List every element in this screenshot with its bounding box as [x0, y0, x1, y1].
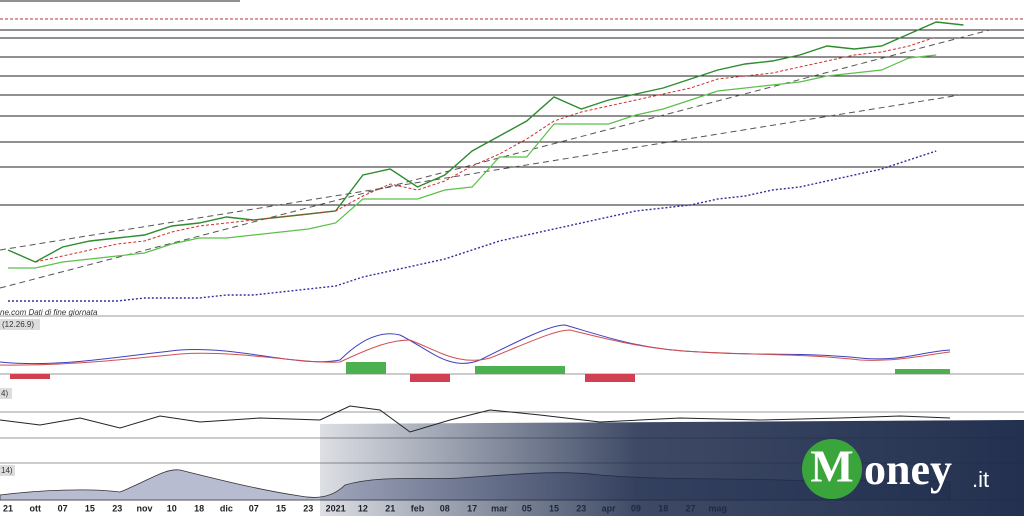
brand-overlay: M oney .it [320, 420, 1024, 516]
logo-initial: M [810, 441, 853, 492]
x-tick-label: 15 [276, 503, 286, 513]
indicator-label: (12.26.9) [2, 320, 34, 329]
logo-text: oney [864, 445, 952, 494]
annotations: ne.com Dati di fine giornata (12.26.9) 4… [0, 308, 98, 476]
logo-suffix: .it [972, 467, 989, 492]
x-tick-label: 23 [303, 503, 313, 513]
macd-signal [0, 329, 951, 366]
macd-hist [346, 362, 386, 374]
x-tick-label: 07 [249, 503, 259, 513]
series-layer [7, 21, 964, 302]
trend-line [0, 94, 961, 251]
x-tick-label: 15 [85, 503, 95, 513]
x-tick-label: 07 [58, 503, 68, 513]
macd-hist [585, 374, 635, 382]
trend-line [0, 29, 991, 289]
x-tick-label: 23 [112, 503, 122, 513]
macd-hist [895, 369, 950, 374]
x-tick-label: ott [30, 503, 42, 513]
x-tick-label: 21 [3, 503, 13, 513]
series-line [8, 54, 937, 269]
source-note: ne.com Dati di fine giornata [0, 308, 98, 317]
label-box [0, 319, 40, 330]
macd-hist [10, 374, 50, 379]
indicator-label: 14) [1, 466, 13, 475]
macd-hist [410, 374, 450, 382]
oscillator [0, 405, 951, 433]
label-box [0, 465, 15, 476]
series-line [7, 21, 964, 263]
x-tick-label: nov [136, 503, 152, 513]
x-tick-label: dic [220, 503, 233, 513]
logo-circle [802, 439, 862, 499]
series-line [8, 150, 937, 302]
x-tick-label: 10 [167, 503, 177, 513]
label-box [0, 388, 12, 399]
series-line [35, 36, 937, 263]
x-tick-label: 18 [194, 503, 204, 513]
indicator-label: 4) [1, 389, 8, 398]
macd-hist [475, 366, 565, 374]
